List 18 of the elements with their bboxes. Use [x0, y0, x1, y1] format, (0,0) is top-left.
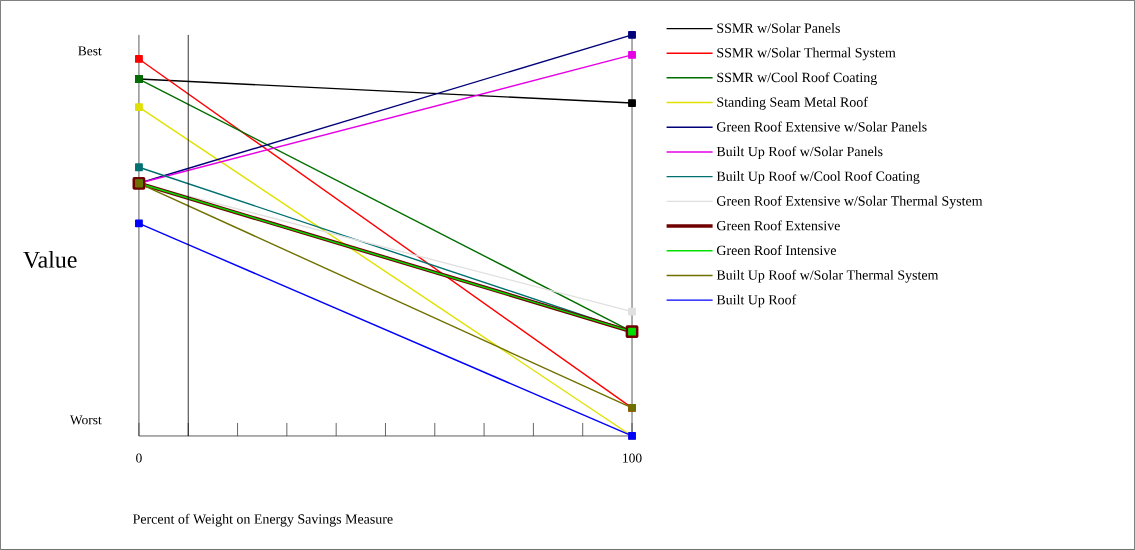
text: Worst [69, 415, 102, 425]
legend-label: SSMR w/Solar Thermal System [717, 47, 896, 61]
legend-label: Built Up Roof w/Solar Panels [716, 146, 883, 160]
y-axis-title: Value [23, 251, 77, 269]
x-tick-label: 100 [623, 453, 642, 463]
x-axis-title: Percent of Weight on Energy Savings Measure [132, 513, 393, 527]
legend-label: Built Up Roof [716, 294, 797, 308]
legend-label: Green Roof Extensive [716, 220, 840, 231]
x-tick-label: 0 [136, 453, 142, 463]
legend-label: Built Up Roof w/Cool Roof Coating [716, 171, 920, 184]
legend-label: Green Roof Intensive [716, 245, 836, 256]
legend-label: Standing Seam Metal Roof [717, 96, 868, 110]
legend-label: Green Roof Extensive w/Solar Panels [716, 121, 927, 132]
legend-label: Built Up Roof w/Solar Thermal System [716, 269, 939, 283]
legend-label: SSMR w/Cool Roof Coating [717, 72, 877, 86]
text: Best [78, 46, 102, 56]
legend-label: Green Roof Extensive w/Solar Thermal System [716, 195, 983, 209]
legend-label: SSMR w/Solar Panels [717, 23, 840, 33]
